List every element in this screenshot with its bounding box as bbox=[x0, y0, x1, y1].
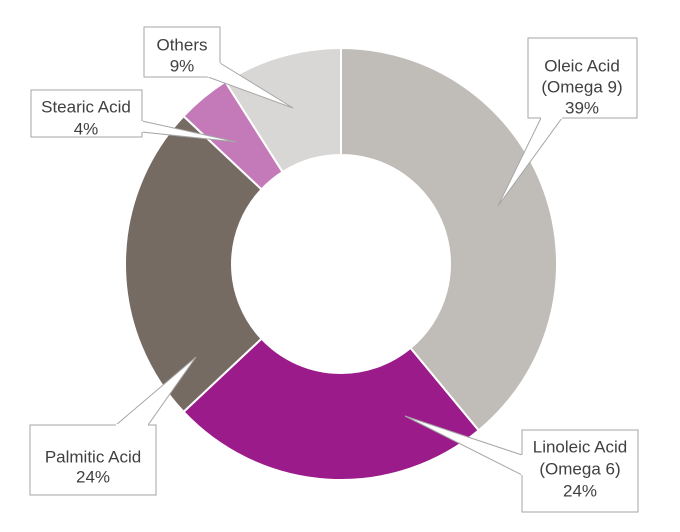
data-label-category: (Omega 9) bbox=[541, 77, 622, 96]
callout-oleic-acid: Oleic Acid (Omega 9) 39% bbox=[497, 37, 638, 207]
data-label-category: Others bbox=[156, 35, 207, 54]
data-label-category: Stearic Acid bbox=[41, 97, 131, 116]
slice-oleic-acid bbox=[340, 46, 558, 432]
data-label-value: 9% bbox=[170, 56, 195, 75]
data-callouts: Oleic Acid (Omega 9) 39% Linoleic Acid (Omeg… bbox=[29, 26, 639, 513]
callout-box bbox=[521, 429, 639, 513]
callout-box bbox=[527, 37, 638, 119]
data-label-category: Oleic Acid bbox=[544, 56, 620, 75]
callout-box bbox=[29, 424, 157, 496]
callout-linoleic-acid: Linoleic Acid (Omega 6) 24% bbox=[404, 415, 639, 513]
callout-others: Others 9% bbox=[143, 26, 294, 109]
slice-linoleic-acid bbox=[182, 337, 481, 481]
callout-box bbox=[30, 89, 143, 138]
callout-seam bbox=[207, 62, 221, 78]
callout-box bbox=[143, 26, 221, 78]
data-label-value: 24% bbox=[563, 481, 597, 500]
data-label-value: 39% bbox=[565, 98, 599, 117]
data-label-category: Linoleic Acid bbox=[533, 437, 628, 456]
data-label-category: Palmitic Acid bbox=[45, 447, 141, 466]
data-label-category: (Omega 6) bbox=[539, 459, 620, 478]
slice-others bbox=[223, 46, 342, 174]
data-label-value: 24% bbox=[76, 467, 110, 486]
callout-stearic-acid: Stearic Acid 4% bbox=[30, 89, 238, 143]
data-label-value: 4% bbox=[74, 119, 99, 138]
donut-slices bbox=[124, 46, 558, 481]
